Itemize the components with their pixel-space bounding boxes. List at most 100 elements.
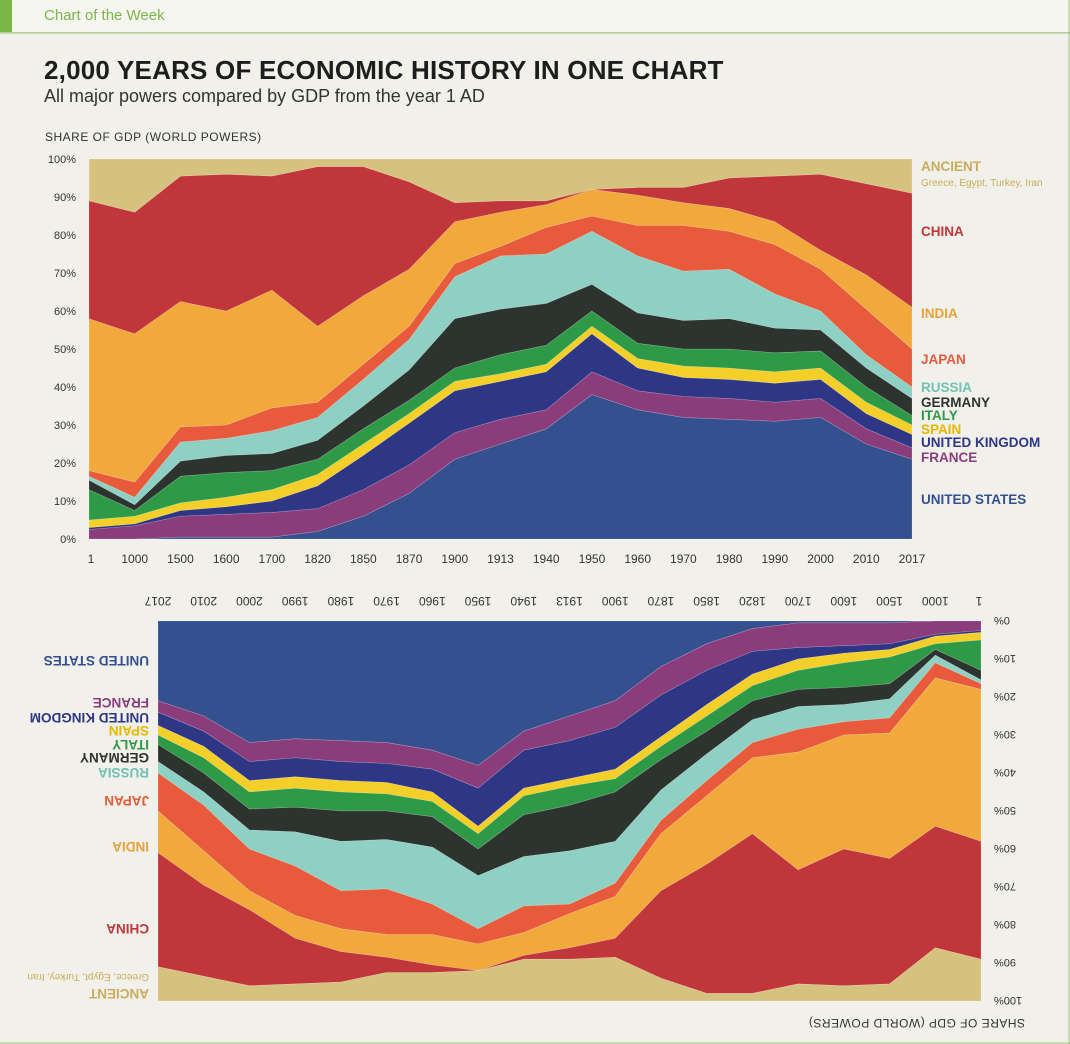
top-series-united-states xyxy=(89,394,913,540)
top-series-spain xyxy=(88,325,913,528)
bottom-xtick-label: 1970 xyxy=(373,594,400,608)
top-legend-label-india: INDIA xyxy=(921,306,958,321)
chart-top: 0% 10% 20% 30% 40% 50% 60% 70% 80% 90% 100% 1 1000 15… xyxy=(45,130,1043,566)
bottom-legend-label-russia: RUSSIA xyxy=(98,765,149,780)
header-accent xyxy=(0,0,12,32)
bottom-xtick-label: 1980 xyxy=(327,594,354,608)
top-ytick-label: 20% xyxy=(54,458,76,470)
top-xtick-label: 1000 xyxy=(121,552,148,566)
bottom-series-russia xyxy=(157,654,982,930)
top-ytick-label: 30% xyxy=(54,420,76,432)
top-xtick-label: 1950 xyxy=(579,552,606,566)
bottom-xtick-label: 1940 xyxy=(510,594,537,608)
bottom-xtick-label: 2000 xyxy=(236,594,263,608)
top-legend-label-italy: ITALY xyxy=(921,408,958,423)
bottom-legend-label-japan: JAPAN xyxy=(104,793,149,808)
bottom-series-united-states xyxy=(157,620,981,766)
bottom-series-italy xyxy=(157,639,982,850)
bottom-legend-label-spain: SPAIN xyxy=(109,723,149,738)
bottom-xtick-label: 1820 xyxy=(739,594,766,608)
bottom-series-france xyxy=(157,620,982,789)
bottom-ytick-label: 30% xyxy=(994,728,1016,740)
bottom-series-india xyxy=(157,677,982,971)
bottom-xtick-label: 1000 xyxy=(922,594,949,608)
bottom-legend-label-china: CHINA xyxy=(106,921,149,936)
top-series-germany xyxy=(88,284,913,511)
bottom-legend-label-ancient: ANCIENT xyxy=(88,986,149,1001)
bottom-xtick-label: 1900 xyxy=(602,594,629,608)
page-title: 2,000 YEARS OF ECONOMIC HISTORY IN ONE C… xyxy=(44,55,724,85)
bottom-ytick-label: 0% xyxy=(994,614,1010,626)
bottom-ytick-label: 100% xyxy=(994,994,1022,1006)
top-xtick-label: 1870 xyxy=(396,552,423,566)
top-legend-label-france: FRANCE xyxy=(921,450,977,465)
bottom-xtick-label: 1960 xyxy=(419,594,446,608)
top-legend-label-japan: JAPAN xyxy=(921,352,966,367)
top-xtick-label: 1913 xyxy=(487,552,514,566)
bottom-series-ancient xyxy=(157,947,982,1002)
bottom-xtick-label: 1600 xyxy=(830,594,857,608)
bottom-ytick-label: 40% xyxy=(994,766,1016,778)
frame-bottom xyxy=(0,1042,1070,1044)
bottom-xtick-label: 1850 xyxy=(693,594,720,608)
frame-right xyxy=(1068,0,1070,1044)
top-ytick-label: 60% xyxy=(54,306,76,318)
bottom-xtick-label: 1870 xyxy=(647,594,674,608)
bottom-ytick-label: 80% xyxy=(994,918,1016,930)
top-legend-label-united-states: UNITED STATES xyxy=(921,492,1026,507)
bottom-legend-label-united-states: UNITED STATES xyxy=(44,653,149,668)
bottom-xtick-label: 2017 xyxy=(144,594,171,608)
chart-bottom: 0% 10% 20% 30% 40% 50% 60% 70% 80% 90% 100% 1 1000 15… xyxy=(27,594,1025,1030)
top-series-italy xyxy=(88,310,913,521)
bottom-ytick-label: 70% xyxy=(994,880,1016,892)
bottom-legend-label-france: FRANCE xyxy=(93,695,149,710)
top-ytick-label: 40% xyxy=(54,382,76,394)
bottom-xtick-label: 2010 xyxy=(190,594,217,608)
top-legend-note-ancient: Greece, Egypt, Turkey, Iran xyxy=(921,178,1043,189)
bottom-xtick-label: 1500 xyxy=(876,594,903,608)
top-xtick-label: 1900 xyxy=(441,552,468,566)
top-ytick-label: 0% xyxy=(60,534,76,546)
bottom-y-axis-label: SHARE OF GDP (WORLD POWERS) xyxy=(808,1016,1025,1030)
top-xtick-label: 1500 xyxy=(167,552,194,566)
top-series-india xyxy=(88,189,913,483)
bottom-xtick-label: 1 xyxy=(975,594,982,608)
bottom-ytick-label: 20% xyxy=(994,690,1016,702)
top-ytick-label: 10% xyxy=(54,496,76,508)
top-xtick-label: 1820 xyxy=(304,552,331,566)
header-rule xyxy=(0,32,1070,34)
top-series-ancient xyxy=(88,158,913,213)
top-xtick-label: 1970 xyxy=(670,552,697,566)
top-xtick-label: 1960 xyxy=(624,552,651,566)
top-series-russia xyxy=(88,230,913,506)
bottom-ytick-label: 50% xyxy=(994,804,1016,816)
top-xtick-label: 1850 xyxy=(350,552,377,566)
top-xtick-label: 2010 xyxy=(853,552,880,566)
bottom-series-united-kingdom xyxy=(157,630,982,827)
top-xtick-label: 1990 xyxy=(761,552,788,566)
top-legend-label-china: CHINA xyxy=(921,224,964,239)
bottom-ytick-label: 10% xyxy=(994,652,1016,664)
top-ytick-label: 90% xyxy=(54,192,76,204)
bottom-xtick-label: 1913 xyxy=(556,594,583,608)
top-series-france xyxy=(88,371,913,540)
top-xtick-label: 1600 xyxy=(213,552,240,566)
top-xtick-label: 1940 xyxy=(533,552,560,566)
header-label: Chart of the Week xyxy=(44,7,165,24)
bottom-ytick-label: 60% xyxy=(994,842,1016,854)
top-xtick-label: 1 xyxy=(88,552,95,566)
top-ytick-label: 50% xyxy=(54,344,76,356)
top-legend-label-spain: SPAIN xyxy=(921,422,961,437)
top-y-axis-label: SHARE OF GDP (WORLD POWERS) xyxy=(45,130,262,144)
top-ytick-label: 80% xyxy=(54,230,76,242)
bottom-ytick-label: 90% xyxy=(994,956,1016,968)
bottom-xtick-label: 1950 xyxy=(464,594,491,608)
top-legend-label-united-kingdom: UNITED KINGDOM xyxy=(921,435,1040,450)
bottom-legend-label-united-kingdom: UNITED KINGDOM xyxy=(30,710,149,725)
bottom-xtick-label: 1990 xyxy=(281,594,308,608)
header-bar: Chart of the Week xyxy=(0,0,1070,33)
top-ytick-label: 100% xyxy=(48,154,76,166)
bottom-xtick-label: 1700 xyxy=(784,594,811,608)
bottom-series-spain xyxy=(157,632,982,835)
